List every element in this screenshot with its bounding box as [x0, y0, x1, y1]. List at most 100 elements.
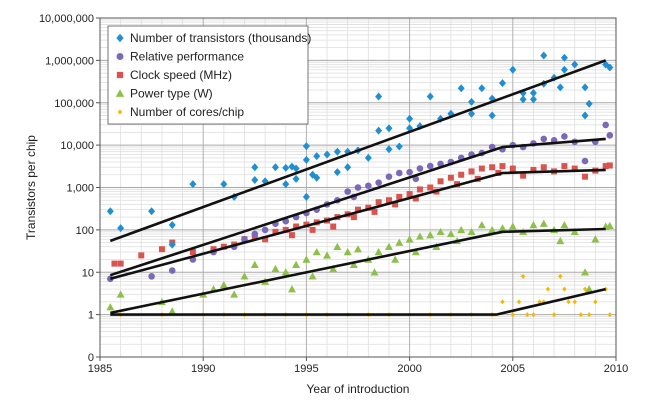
data-point: [560, 53, 568, 62]
data-point: [250, 260, 259, 268]
data-point: [558, 273, 563, 279]
data-point: [602, 121, 609, 129]
data-point: [446, 229, 455, 238]
data-point: [412, 195, 419, 202]
data-point: [581, 111, 589, 120]
data-point: [385, 124, 393, 133]
data-point: [509, 65, 517, 74]
data-point: [116, 290, 125, 298]
data-point: [333, 147, 341, 156]
data-point: [581, 83, 589, 92]
data-point: [168, 267, 176, 274]
data-point: [385, 173, 393, 180]
trend-line: [110, 227, 606, 315]
data-point: [593, 299, 598, 305]
data-point: [411, 248, 420, 256]
data-point: [355, 206, 361, 213]
data-point: [468, 109, 476, 118]
data-point: [498, 79, 506, 88]
data-point: [467, 227, 476, 236]
data-point: [606, 63, 614, 72]
legend: Number of transistors (thousands) Relativ…: [107, 25, 311, 125]
data-point: [106, 303, 115, 311]
data-point: [313, 152, 321, 161]
data-point: [406, 191, 413, 198]
trend-line: [109, 137, 606, 277]
data-point: [405, 235, 414, 243]
data-point: [426, 92, 434, 101]
data-point: [585, 99, 593, 108]
data-point: [468, 97, 476, 106]
legend-label: Number of cores/chip: [130, 105, 244, 119]
data-point: [477, 221, 486, 229]
data-point: [365, 182, 372, 190]
legend-marker: [117, 109, 123, 115]
data-point: [570, 227, 579, 236]
data-point: [344, 188, 351, 195]
x-tick-label: 2010: [604, 363, 628, 375]
data-point: [302, 155, 310, 164]
data-point: [560, 65, 568, 74]
data-point: [498, 224, 507, 232]
data-point: [488, 111, 496, 120]
data-point: [293, 223, 300, 230]
data-point: [168, 307, 177, 315]
data-point: [220, 243, 227, 250]
data-point: [370, 268, 379, 276]
data-point: [385, 197, 392, 204]
data-point: [312, 248, 321, 256]
data-point: [354, 184, 362, 191]
data-point: [406, 168, 413, 176]
data-point: [426, 162, 434, 170]
data-point: [309, 226, 316, 233]
data-point: [395, 142, 403, 151]
data-point: [582, 286, 588, 292]
data-point: [437, 178, 444, 185]
data-point: [251, 163, 259, 172]
x-tick-label: 1990: [191, 363, 215, 375]
data-point: [251, 230, 259, 238]
data-point: [508, 222, 517, 230]
data-point: [282, 226, 289, 233]
data-point: [282, 163, 290, 172]
data-point: [556, 83, 564, 92]
data-point: [189, 180, 197, 189]
data-point: [384, 242, 393, 250]
data-point: [350, 214, 357, 221]
data-point: [415, 232, 424, 240]
data-point: [406, 114, 414, 123]
data-point: [220, 180, 228, 189]
data-point: [489, 164, 496, 171]
legend-label: Relative performance: [130, 50, 244, 64]
data-point: [602, 163, 609, 170]
data-point: [230, 290, 239, 298]
data-point: [586, 312, 592, 318]
data-point: [329, 264, 338, 273]
data-point: [308, 272, 317, 280]
data-point: [581, 268, 590, 276]
y-tick-label: 100,000: [54, 98, 94, 110]
data-point: [313, 173, 321, 182]
data-point: [385, 145, 393, 154]
data-point: [427, 184, 434, 191]
data-point: [251, 234, 258, 241]
data-point: [333, 242, 342, 250]
data-point: [607, 312, 613, 318]
data-point: [106, 207, 114, 216]
y-tick-label: 1,000,000: [45, 55, 94, 67]
data-point: [302, 192, 310, 201]
data-point: [447, 174, 454, 181]
data-point: [499, 163, 506, 170]
legend-marker: [116, 71, 124, 79]
data-point: [323, 251, 332, 259]
data-point: [375, 126, 383, 135]
data-point: [530, 166, 537, 173]
data-point: [561, 163, 568, 170]
data-point: [262, 236, 269, 243]
data-point: [488, 225, 497, 234]
data-point: [365, 204, 372, 211]
y-tick-label: 1: [88, 310, 94, 322]
data-point: [529, 88, 537, 97]
x-axis-ticks: 1985 1990 1995 2000 2005 2010: [88, 357, 628, 375]
data-point: [287, 285, 296, 293]
